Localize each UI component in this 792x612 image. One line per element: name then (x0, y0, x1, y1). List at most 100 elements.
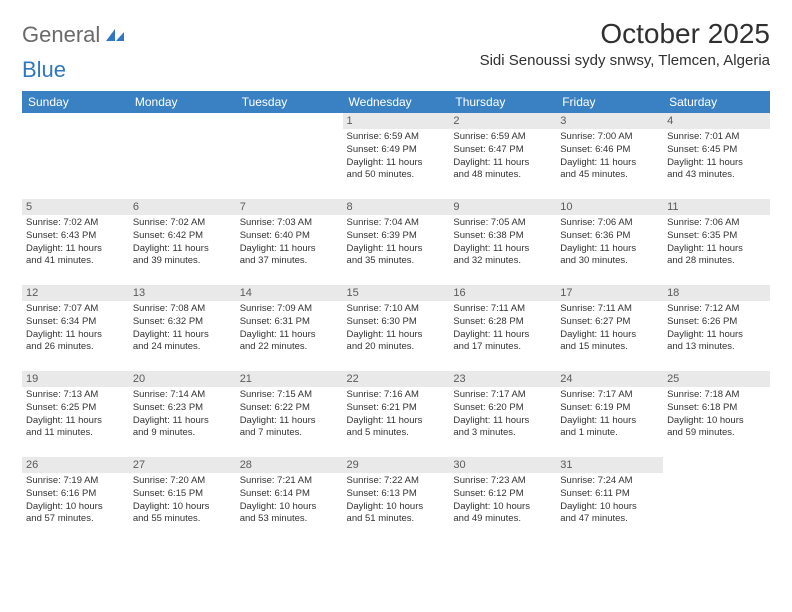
day-info-line: and 59 minutes. (667, 427, 766, 440)
day-info-line: and 43 minutes. (667, 169, 766, 182)
day-number: 27 (129, 457, 236, 473)
calendar-day-cell: 22Sunrise: 7:16 AMSunset: 6:21 PMDayligh… (343, 371, 450, 457)
day-info-line: and 55 minutes. (133, 513, 232, 526)
day-number: 18 (663, 285, 770, 301)
day-number: 21 (236, 371, 343, 387)
day-info-line: Sunrise: 7:11 AM (560, 303, 659, 316)
day-info-line: Daylight: 10 hours (240, 501, 339, 514)
day-info-line: and 3 minutes. (453, 427, 552, 440)
weekday-header: Wednesday (343, 91, 450, 113)
day-info-line: Sunrise: 7:02 AM (26, 217, 125, 230)
calendar-day-cell: 16Sunrise: 7:11 AMSunset: 6:28 PMDayligh… (449, 285, 556, 371)
calendar-day-cell: 24Sunrise: 7:17 AMSunset: 6:19 PMDayligh… (556, 371, 663, 457)
weekday-header: Tuesday (236, 91, 343, 113)
day-info-line: Sunset: 6:13 PM (347, 488, 446, 501)
day-info-line: and 28 minutes. (667, 255, 766, 268)
day-info-line: Sunrise: 7:02 AM (133, 217, 232, 230)
day-info-line: Sunset: 6:32 PM (133, 316, 232, 329)
day-info-line: Sunrise: 6:59 AM (347, 131, 446, 144)
day-info-line: Sunset: 6:38 PM (453, 230, 552, 243)
day-info-line: Daylight: 11 hours (667, 329, 766, 342)
day-info-line: Daylight: 11 hours (560, 415, 659, 428)
day-info-line: Daylight: 11 hours (347, 157, 446, 170)
day-number: 5 (22, 199, 129, 215)
day-info-line: Daylight: 11 hours (453, 415, 552, 428)
day-info-line: Sunset: 6:46 PM (560, 144, 659, 157)
day-info-line: Daylight: 11 hours (347, 415, 446, 428)
day-info-line: Sunset: 6:47 PM (453, 144, 552, 157)
calendar-day-cell: 27Sunrise: 7:20 AMSunset: 6:15 PMDayligh… (129, 457, 236, 543)
day-info-line: and 48 minutes. (453, 169, 552, 182)
day-info-line: and 11 minutes. (26, 427, 125, 440)
day-info-line: and 5 minutes. (347, 427, 446, 440)
calendar-day-cell: 26Sunrise: 7:19 AMSunset: 6:16 PMDayligh… (22, 457, 129, 543)
day-info-line: Sunset: 6:42 PM (133, 230, 232, 243)
day-number: 22 (343, 371, 450, 387)
day-info-line: and 39 minutes. (133, 255, 232, 268)
title-block: October 2025 Sidi Senoussi sydy snwsy, T… (480, 18, 770, 69)
day-info-line: Daylight: 11 hours (133, 415, 232, 428)
calendar-day-cell: 5Sunrise: 7:02 AMSunset: 6:43 PMDaylight… (22, 199, 129, 285)
calendar-day-cell: 20Sunrise: 7:14 AMSunset: 6:23 PMDayligh… (129, 371, 236, 457)
day-info-line: Sunset: 6:23 PM (133, 402, 232, 415)
day-info-line: and 30 minutes. (560, 255, 659, 268)
day-info-line: Daylight: 11 hours (240, 243, 339, 256)
day-info-line: Sunset: 6:16 PM (26, 488, 125, 501)
day-info-line: Sunrise: 7:09 AM (240, 303, 339, 316)
day-info-line: Sunset: 6:11 PM (560, 488, 659, 501)
day-info-line: Daylight: 11 hours (453, 329, 552, 342)
day-number: 1 (343, 113, 450, 129)
day-info-line: Sunrise: 7:08 AM (133, 303, 232, 316)
day-info-line: Sunset: 6:19 PM (560, 402, 659, 415)
day-number: 28 (236, 457, 343, 473)
day-info-line: Daylight: 11 hours (347, 329, 446, 342)
day-info-line: Daylight: 11 hours (26, 243, 125, 256)
calendar-day-cell: 15Sunrise: 7:10 AMSunset: 6:30 PMDayligh… (343, 285, 450, 371)
day-info-line: Daylight: 11 hours (133, 243, 232, 256)
calendar-week-row: 12Sunrise: 7:07 AMSunset: 6:34 PMDayligh… (22, 285, 770, 371)
day-info-line: Sunrise: 7:03 AM (240, 217, 339, 230)
day-number: 4 (663, 113, 770, 129)
day-info-line: Sunrise: 7:23 AM (453, 475, 552, 488)
day-number: 9 (449, 199, 556, 215)
day-info-line: Sunset: 6:28 PM (453, 316, 552, 329)
calendar-day-cell: 31Sunrise: 7:24 AMSunset: 6:11 PMDayligh… (556, 457, 663, 543)
day-info-line: Daylight: 11 hours (453, 157, 552, 170)
day-info-line: Daylight: 11 hours (560, 329, 659, 342)
calendar-table: SundayMondayTuesdayWednesdayThursdayFrid… (22, 91, 770, 543)
calendar-day-cell (236, 113, 343, 199)
day-info-line: and 26 minutes. (26, 341, 125, 354)
day-info-line: Sunrise: 7:05 AM (453, 217, 552, 230)
sail-icon (104, 28, 126, 42)
day-info-line: Sunset: 6:49 PM (347, 144, 446, 157)
day-info-line: Sunrise: 7:06 AM (667, 217, 766, 230)
day-info-line: and 50 minutes. (347, 169, 446, 182)
day-info-line: Daylight: 10 hours (560, 501, 659, 514)
calendar-head: SundayMondayTuesdayWednesdayThursdayFrid… (22, 91, 770, 113)
weekday-header: Monday (129, 91, 236, 113)
day-info-line: Sunset: 6:25 PM (26, 402, 125, 415)
day-info-line: Daylight: 11 hours (453, 243, 552, 256)
day-info-line: Sunrise: 6:59 AM (453, 131, 552, 144)
month-title: October 2025 (480, 18, 770, 50)
day-info-line: Sunrise: 7:00 AM (560, 131, 659, 144)
location-line: Sidi Senoussi sydy snwsy, Tlemcen, Alger… (480, 52, 770, 69)
calendar-day-cell: 1 Sunrise: 6:59 AMSunset: 6:49 PMDaylight… (343, 113, 450, 199)
day-info-line: Sunrise: 7:17 AM (560, 389, 659, 402)
day-number: 20 (129, 371, 236, 387)
calendar-day-cell: 6Sunrise: 7:02 AMSunset: 6:42 PMDaylight… (129, 199, 236, 285)
calendar-day-cell: 7Sunrise: 7:03 AMSunset: 6:40 PMDaylight… (236, 199, 343, 285)
day-info-line: Sunrise: 7:19 AM (26, 475, 125, 488)
day-info-line: Daylight: 11 hours (240, 329, 339, 342)
day-info-line: Daylight: 11 hours (347, 243, 446, 256)
day-info-line: Sunrise: 7:10 AM (347, 303, 446, 316)
day-info-line: Sunset: 6:22 PM (240, 402, 339, 415)
day-number: 19 (22, 371, 129, 387)
day-number: 15 (343, 285, 450, 301)
day-number: 31 (556, 457, 663, 473)
day-info-line: Daylight: 11 hours (133, 329, 232, 342)
day-info-line: Sunrise: 7:12 AM (667, 303, 766, 316)
calendar-page: General October 2025 Sidi Senoussi sydy … (0, 0, 792, 555)
calendar-day-cell: 30Sunrise: 7:23 AMSunset: 6:12 PMDayligh… (449, 457, 556, 543)
calendar-day-cell: 11Sunrise: 7:06 AMSunset: 6:35 PMDayligh… (663, 199, 770, 285)
